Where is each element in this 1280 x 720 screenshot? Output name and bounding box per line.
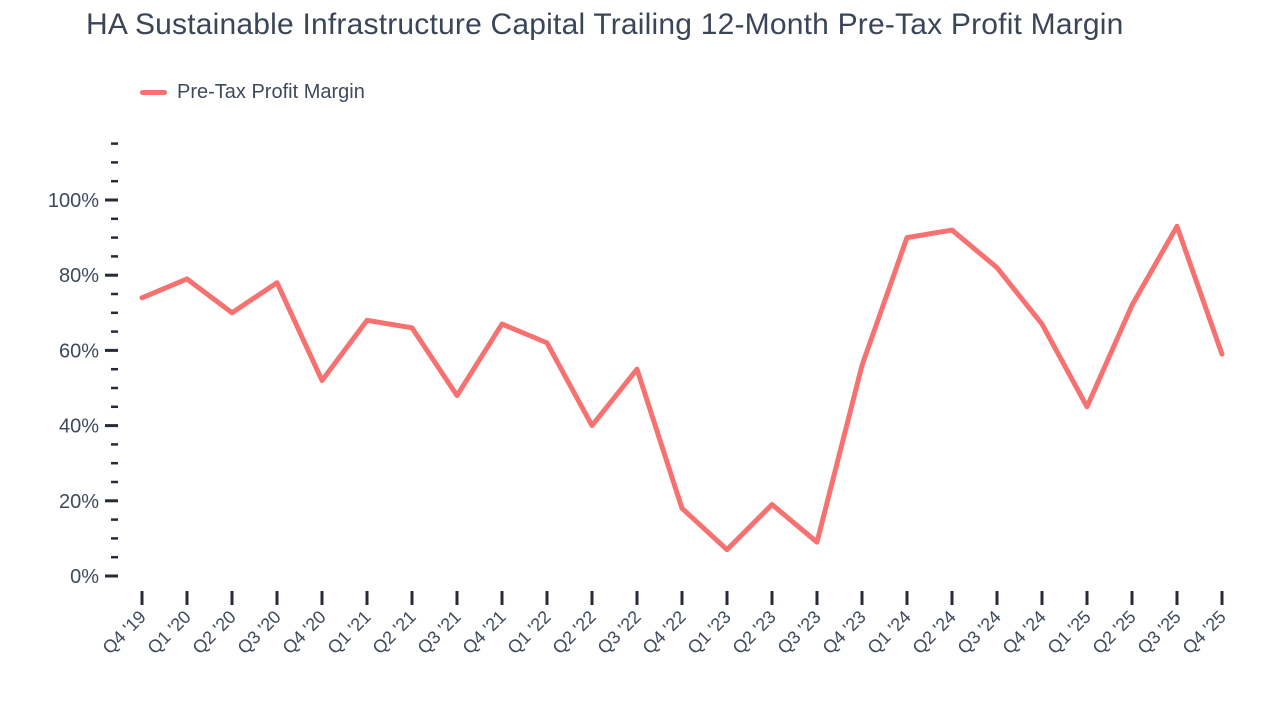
x-axis-label: Q2 '22	[549, 607, 600, 658]
x-axis-label: Q4 '21	[459, 607, 510, 658]
x-axis-label: Q2 '25	[1089, 607, 1140, 658]
y-axis-label: 40%	[59, 416, 99, 438]
x-axis-label: Q3 '21	[414, 607, 465, 658]
y-axis-label: 100%	[48, 190, 99, 212]
x-axis-label: Q4 '24	[999, 607, 1050, 658]
legend: Pre-Tax Profit Margin	[140, 81, 365, 104]
legend-line-marker-icon	[140, 90, 167, 95]
x-axis-label: Q1 '25	[1044, 607, 1095, 658]
x-axis-label: Q2 '23	[729, 607, 780, 658]
x-axis-label: Q1 '24	[864, 607, 915, 658]
x-axis-label: Q4 '20	[279, 607, 330, 658]
x-axis-label: Q2 '24	[909, 607, 960, 658]
y-axis-label: 0%	[70, 566, 99, 588]
x-axis-label: Q1 '23	[684, 607, 735, 658]
x-axis-label: Q1 '21	[324, 607, 375, 658]
y-axis-label: 60%	[59, 340, 99, 362]
profit-margin-line[interactable]	[139, 223, 1225, 553]
x-axis-label: Q3 '23	[774, 607, 825, 658]
y-axis-label: 20%	[59, 491, 99, 513]
x-axis-label: Q4 '25	[1179, 607, 1230, 658]
x-axis-label: Q4 '22	[639, 607, 690, 658]
x-axis-label: Q4 '19	[99, 607, 150, 658]
x-axis-label: Q3 '25	[1134, 607, 1185, 658]
x-axis-label: Q3 '20	[234, 607, 285, 658]
x-axis-label: Q4 '23	[819, 607, 870, 658]
x-axis-label: Q2 '21	[369, 607, 420, 658]
y-axis-label: 80%	[59, 265, 99, 287]
x-axis-label: Q1 '20	[144, 607, 195, 658]
x-axis-label: Q1 '22	[504, 607, 555, 658]
x-axis-label: Q3 '22	[594, 607, 645, 658]
x-axis-label: Q2 '20	[189, 607, 240, 658]
x-axis-label: Q3 '24	[954, 607, 1005, 658]
chart-title: HA Sustainable Infrastructure Capital Tr…	[86, 8, 1124, 41]
legend-label: Pre-Tax Profit Margin	[177, 81, 365, 103]
